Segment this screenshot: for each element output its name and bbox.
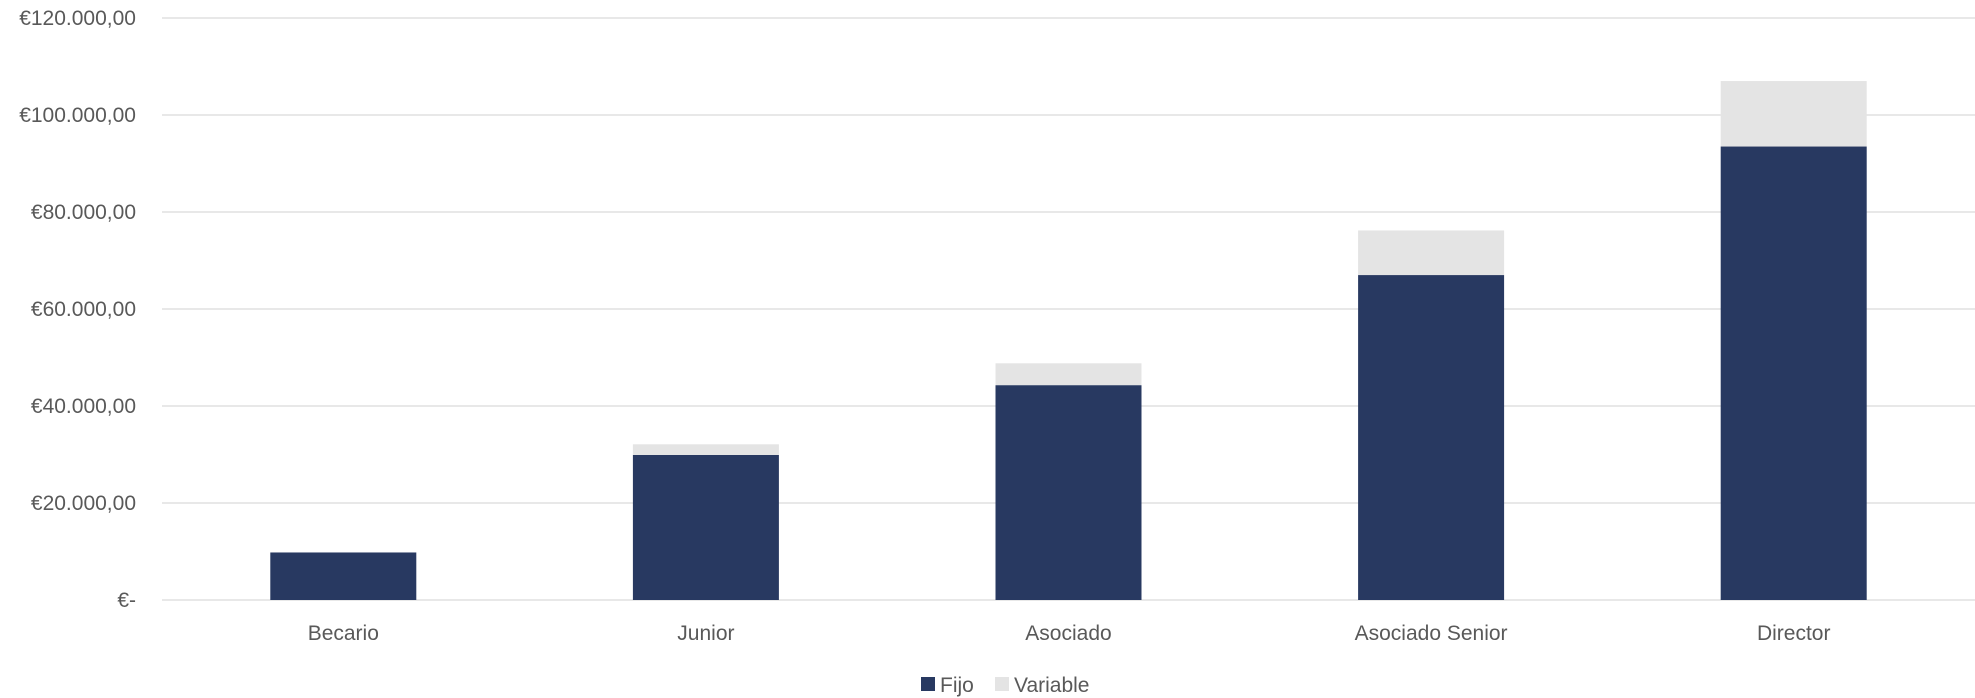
legend: Fijo Variable xyxy=(921,674,1090,697)
x-tick-label: Junior xyxy=(677,622,734,645)
x-tick-label: Director xyxy=(1757,622,1831,645)
y-tick-label: €- xyxy=(117,589,136,612)
y-tick-label: €60.000,00 xyxy=(31,298,136,321)
bars xyxy=(270,81,1867,600)
bar-fijo-junior xyxy=(632,454,779,600)
legend-swatch-variable xyxy=(995,677,1009,691)
bar-fijo-director xyxy=(1720,146,1867,600)
y-tick-label: €120.000,00 xyxy=(19,7,136,30)
y-tick-label: €40.000,00 xyxy=(31,395,136,418)
y-axis-tick-labels: €- €20.000,00 €40.000,00 €60.000,00 €80.000,… xyxy=(19,7,136,612)
legend-label-variable: Variable xyxy=(1014,674,1090,697)
bar-variable-asociado xyxy=(995,363,1142,386)
x-tick-label: Asociado Senior xyxy=(1355,622,1508,645)
x-tick-label: Becario xyxy=(308,622,379,645)
legend-swatch-fijo xyxy=(921,677,935,691)
bar-variable-asociado-senior xyxy=(1358,230,1505,276)
y-tick-label: €80.000,00 xyxy=(31,201,136,224)
x-tick-label: Asociado xyxy=(1025,622,1111,645)
bar-fijo-becario xyxy=(270,552,417,600)
y-tick-label: €100.000,00 xyxy=(19,104,136,127)
bar-variable-director xyxy=(1720,81,1867,147)
bar-fijo-asociado-senior xyxy=(1358,275,1505,600)
bar-variable-junior xyxy=(632,444,779,455)
legend-label-fijo: Fijo xyxy=(940,674,974,697)
x-axis-tick-labels: Becario Junior Asociado Asociado Senior Dire… xyxy=(308,622,1831,645)
bar-fijo-asociado xyxy=(995,385,1142,600)
y-tick-label: €20.000,00 xyxy=(31,492,136,515)
